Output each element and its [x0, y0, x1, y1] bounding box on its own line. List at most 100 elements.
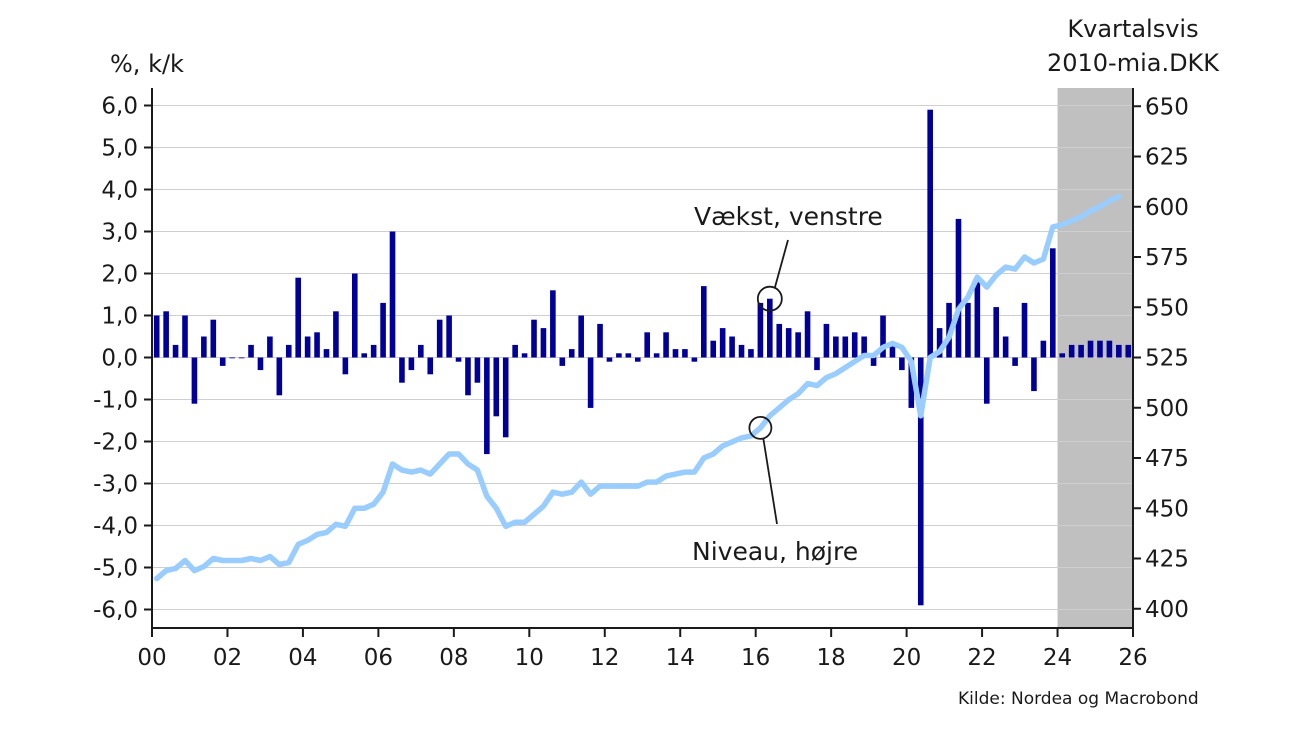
bar-q89	[993, 307, 1000, 358]
bar-q5	[201, 336, 207, 358]
bar-q44	[568, 349, 575, 358]
bar-q68	[795, 332, 801, 358]
bar-q81	[917, 357, 924, 606]
left-tick-label-5: 1,0	[101, 304, 138, 330]
bar-q91	[1012, 357, 1018, 366]
bar-q74	[851, 332, 858, 358]
axes-layer	[144, 88, 1141, 637]
bar-q67	[785, 328, 792, 358]
bar-q85	[955, 218, 962, 358]
bar-series-vaekst	[153, 109, 1132, 606]
right-tick-label-8: 450	[1145, 496, 1189, 522]
annotation-layer	[748, 239, 789, 525]
bar-q59	[710, 340, 717, 358]
bar-q90	[1002, 336, 1009, 358]
bar-q48	[606, 357, 613, 362]
right-tick-label-7: 475	[1145, 446, 1189, 472]
bar-q103	[1125, 344, 1132, 358]
bar-q100	[1097, 340, 1103, 358]
bar-q41	[540, 328, 547, 358]
annotation-vaekst-label: Vækst, venstre	[694, 202, 883, 231]
bar-q99	[1087, 340, 1094, 358]
bar-q40	[531, 319, 537, 358]
bar-q32	[455, 357, 462, 362]
left-tick-label-8: -2,0	[93, 430, 138, 456]
x-tick-label-9: 18	[817, 645, 846, 671]
bar-q95	[1050, 248, 1056, 358]
x-tick-label-11: 22	[967, 645, 996, 671]
bar-q11	[257, 357, 264, 371]
bar-q42	[550, 290, 556, 358]
bar-q33	[465, 357, 471, 396]
bar-q10	[248, 344, 254, 358]
bar-q19	[333, 311, 339, 358]
bar-q78	[889, 344, 896, 358]
bar-q34	[474, 357, 481, 383]
bar-q25	[389, 231, 396, 358]
right-axis-label: Kvartalsvis 2010-mia.DKK	[1026, 12, 1240, 80]
bar-q47	[597, 323, 603, 358]
bar-q4	[191, 357, 198, 404]
tick-labels-layer: 6,0 5,0 4,0 3,0 2,0 1,0 0,0 -1,0 -2,0 -3,0 -4,0 -5,…	[93, 94, 1189, 672]
bar-q56	[682, 349, 688, 358]
annotation-niveau-leader	[762, 438, 778, 525]
bar-q52	[644, 332, 650, 358]
bar-q101	[1106, 340, 1113, 358]
bar-q14	[285, 344, 292, 358]
right-tick-label-9: 425	[1145, 547, 1189, 573]
bar-q15	[295, 277, 301, 358]
bar-q17	[314, 332, 320, 358]
bar-q30	[436, 319, 443, 358]
bar-q79	[899, 357, 905, 371]
right-axis-label-line-2: 2010-mia.DKK	[1046, 49, 1220, 77]
bar-q87	[974, 281, 981, 358]
right-tick-label-1: 625	[1145, 145, 1189, 171]
x-tick-label-13: 26	[1118, 645, 1147, 671]
bar-q2	[172, 344, 179, 358]
annotation-niveau-label: Niveau, højre	[692, 537, 859, 566]
source-note: Kilde: Nordea og Macrobond	[958, 689, 1199, 709]
bar-q51	[634, 357, 641, 362]
bar-q80	[908, 357, 915, 408]
bar-q12	[267, 336, 273, 358]
annotation-vaekst-leader	[773, 239, 789, 288]
right-tick-label-0: 650	[1145, 94, 1189, 120]
right-tick-label-3: 575	[1145, 245, 1189, 271]
bar-q46	[587, 357, 594, 408]
bar-q66	[776, 323, 783, 358]
bar-q55	[672, 349, 679, 358]
bar-q16	[304, 336, 311, 358]
x-tick-label-0: 00	[137, 645, 166, 671]
bar-q70	[814, 357, 820, 371]
bar-q72	[833, 336, 839, 358]
x-tick-label-10: 20	[892, 645, 921, 671]
bar-q13	[276, 357, 283, 396]
right-axis-label-line-1: Kvartalsvis	[1067, 15, 1199, 43]
bar-q45	[578, 315, 584, 358]
bar-q0	[153, 315, 160, 358]
bar-q36	[493, 357, 500, 417]
x-tick-label-2: 04	[288, 645, 317, 671]
bar-q50	[625, 353, 632, 358]
bar-q62	[738, 344, 745, 358]
left-tick-label-2: 4,0	[101, 178, 138, 204]
bar-q8	[229, 357, 235, 359]
bar-q1	[163, 311, 169, 358]
x-tick-label-12: 24	[1043, 645, 1072, 671]
bar-q76	[870, 357, 877, 366]
bar-q94	[1040, 340, 1047, 358]
bar-q27	[408, 357, 415, 371]
x-tick-label-1: 02	[213, 645, 242, 671]
bar-q73	[842, 336, 849, 358]
left-tick-label-1: 5,0	[101, 136, 138, 162]
left-tick-label-10: -4,0	[93, 514, 138, 540]
bar-q29	[427, 357, 434, 375]
line-series-niveau	[153, 193, 1122, 582]
right-tick-label-5: 525	[1145, 346, 1189, 372]
annotation-vaekst-circle	[756, 285, 783, 312]
left-tick-label-3: 3,0	[101, 220, 138, 246]
bar-q96	[1059, 353, 1066, 358]
left-tick-label-11: -5,0	[93, 556, 138, 582]
bar-q26	[399, 357, 405, 383]
